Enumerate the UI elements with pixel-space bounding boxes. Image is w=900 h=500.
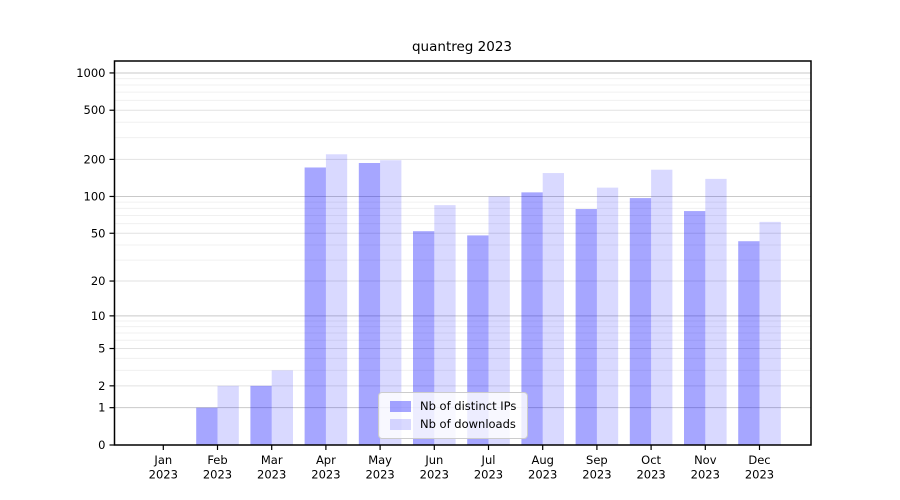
bar-apr-distinct-ips: [304, 167, 326, 445]
legend: Nb of distinct IPs Nb of downloads: [378, 392, 529, 440]
x-tick-label-month-sep: Sep: [586, 453, 608, 467]
x-tick-label-month-oct: Oct: [641, 453, 661, 467]
x-tick-label-month-may: May: [368, 453, 392, 467]
bar-may-distinct-ips: [358, 163, 381, 445]
bar-feb-distinct-ips: [196, 407, 218, 445]
legend-label-downloads: Nb of downloads: [420, 417, 516, 432]
bar-nov-downloads: [705, 178, 727, 445]
legend-row-downloads: Nb of downloads: [390, 417, 516, 432]
x-tick-label-month-jan: Jan: [153, 453, 172, 467]
bar-nov-distinct-ips: [684, 211, 706, 445]
x-tick-label-year-sep: 2023: [582, 468, 611, 482]
x-tick-label-month-apr: Apr: [316, 453, 336, 467]
x-tick-label-month-mar: Mar: [261, 453, 283, 467]
x-tick-label-year-dec: 2023: [745, 468, 774, 482]
y-tick-label-200: 200: [84, 152, 106, 166]
y-tick-label-5: 5: [98, 342, 105, 356]
y-tick-label-20: 20: [91, 274, 106, 288]
y-tick-label-1: 1: [98, 401, 105, 415]
x-tick-label-month-jun: Jun: [424, 453, 443, 467]
x-tick-label-year-may: 2023: [365, 468, 394, 482]
x-tick-label-month-aug: Aug: [531, 453, 553, 467]
x-tick-label-year-jan: 2023: [149, 468, 178, 482]
x-tick-label-month-jul: Jul: [481, 453, 496, 467]
bar-aug-distinct-ips: [521, 192, 543, 445]
bar-may-downloads: [380, 160, 402, 446]
y-tick-label-0: 0: [98, 438, 105, 452]
x-tick-label-month-dec: Dec: [748, 453, 770, 467]
y-tick-label-10: 10: [91, 309, 106, 323]
x-tick-label-year-feb: 2023: [203, 468, 232, 482]
x-tick-label-year-aug: 2023: [528, 468, 557, 482]
bar-jul-downloads: [488, 196, 510, 445]
bar-sep-distinct-ips: [575, 209, 597, 445]
bar-oct-downloads: [651, 169, 673, 445]
y-tick-label-50: 50: [91, 226, 106, 240]
x-tick-label-year-jun: 2023: [420, 468, 449, 482]
legend-swatch-distinct-ips: [390, 401, 411, 413]
bar-dec-downloads: [759, 221, 781, 445]
bar-aug-downloads: [542, 173, 564, 445]
x-tick-label-month-feb: Feb: [207, 453, 227, 467]
x-axis-ticks: Jan2023Feb2023Mar2023Apr2023May2023Jun20…: [149, 445, 774, 482]
bar-apr-downloads: [325, 154, 348, 446]
x-tick-label-year-mar: 2023: [257, 468, 286, 482]
bar-mar-distinct-ips: [250, 385, 272, 445]
bar-dec-distinct-ips: [738, 241, 760, 445]
bar-jun-distinct-ips: [413, 231, 435, 445]
plot-border: [113, 60, 812, 446]
bar-oct-distinct-ips: [629, 198, 652, 445]
x-tick-label-year-jul: 2023: [474, 468, 503, 482]
legend-swatch-downloads: [390, 419, 411, 431]
y-tick-label-1000: 1000: [76, 66, 105, 80]
bar-jun-downloads: [434, 205, 456, 445]
legend-label-distinct-ips: Nb of distinct IPs: [420, 399, 517, 413]
x-tick-label-year-nov: 2023: [691, 468, 720, 482]
x-tick-label-month-nov: Nov: [694, 453, 717, 467]
bar-mar-downloads: [271, 370, 293, 445]
y-tick-label-100: 100: [84, 189, 106, 203]
x-tick-label-year-apr: 2023: [311, 468, 340, 482]
chart-title: quantreg 2023: [412, 39, 512, 55]
labeled-minor-gridlines: [114, 109, 811, 387]
y-tick-label-2: 2: [98, 379, 105, 393]
bar-sep-downloads: [596, 187, 619, 445]
legend-row-distinct-ips: Nb of distinct IPs: [390, 399, 517, 413]
bars: [196, 154, 781, 446]
y-tick-label-500: 500: [84, 103, 106, 117]
bar-feb-downloads: [217, 385, 239, 445]
y-axis-ticks: 0 1 2 5 10 20 50 100 200 500 1000: [76, 66, 115, 452]
minor-gridlines: [114, 78, 811, 371]
x-tick-label-year-oct: 2023: [636, 468, 665, 482]
